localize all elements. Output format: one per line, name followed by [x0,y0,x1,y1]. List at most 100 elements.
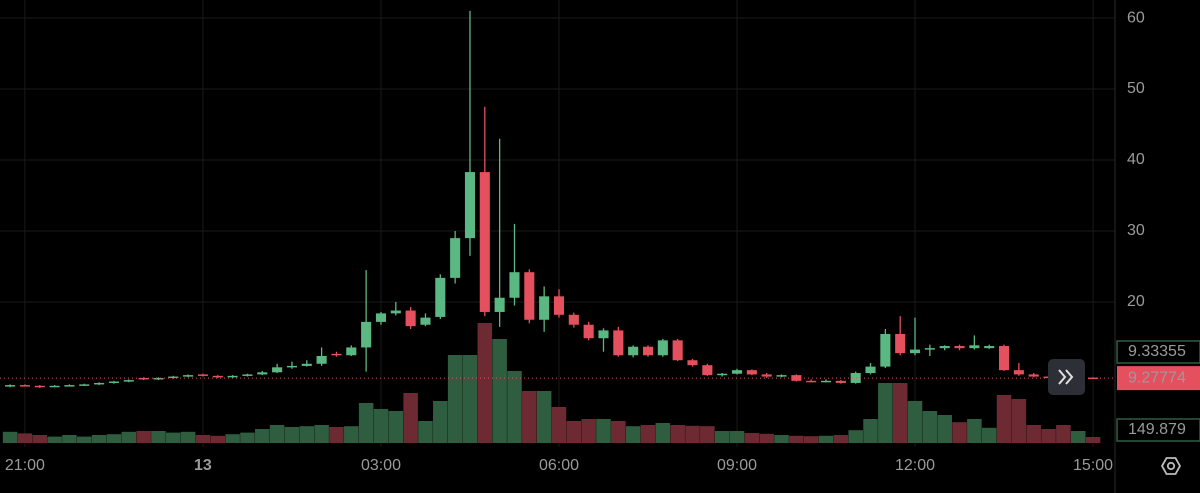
volume-bar [447,355,463,443]
y-tick-label: 60 [1127,9,1145,26]
volume-pane [2,323,1101,443]
candle-body [108,381,119,384]
volume-bar [32,435,48,443]
candle-body [539,296,550,320]
candle-body [494,297,505,312]
volume-bar [700,426,715,443]
candle-body [954,346,965,349]
volume-bar [462,355,478,443]
volume-bar [655,423,671,443]
volume-bar [848,430,863,443]
volume-bar [477,323,493,443]
candle-body [64,385,75,387]
volume-bar [952,422,967,443]
candle-body [984,346,995,349]
volume-bar [833,435,849,443]
volume-bar [981,427,997,443]
candle-body [464,172,476,239]
volume-bar [418,421,433,443]
candle-body [183,375,194,377]
volume-bar [789,435,804,443]
last-volume-label: 149.879 [1128,421,1186,438]
candle-body [49,385,60,388]
volume-bar [91,435,107,443]
volume-bar [1041,429,1056,443]
scroll-icon [1058,369,1074,385]
candle-body [613,330,624,356]
volume-bar [892,383,908,443]
last-price-label: 9.27774 [1128,369,1186,386]
candle-body [509,272,520,298]
scroll-button-bg[interactable] [1048,359,1085,395]
candle-body [880,333,891,367]
candle-body [924,348,935,350]
volume-bar [314,425,329,443]
volume-bar [967,419,982,443]
volume-bar [1085,437,1101,443]
candle-body [450,238,461,278]
candle-body [301,363,312,366]
candle-body [435,277,446,317]
candle-body [998,346,1010,371]
candle-body [761,374,772,377]
volume-bar [47,436,62,443]
x-tick-label: 15:00 [1073,457,1113,474]
candle-body [361,321,372,348]
candle-body [806,380,817,383]
candle-body [420,317,431,325]
volume-bar [863,419,878,443]
volume-bar [62,435,77,443]
x-tick-label: 03:00 [361,457,401,474]
candle-body [583,324,594,339]
x-tick-label: 06:00 [539,457,579,474]
scroll-button[interactable] [1048,359,1085,395]
candle-body [375,313,387,322]
volume-bar [670,425,685,443]
volume-bar [210,435,226,443]
candle-body [242,374,253,376]
candle-body [479,172,490,312]
candle-body [316,355,327,364]
volume-bar [255,429,270,443]
volume-bar [240,432,255,443]
volume-bar [1026,425,1041,443]
volume-bar [759,433,774,443]
candle-body [19,385,30,387]
candle-body [746,370,757,375]
volume-bar [907,401,923,443]
volume-bar [596,419,611,443]
candle-body [1013,370,1024,375]
volume-bar [2,431,18,443]
volume-bar [269,425,285,443]
y-tick-label: 20 [1127,293,1145,310]
price-line-box [1116,340,1200,364]
x-tick-label: 21:00 [5,457,45,474]
candle-body [835,380,846,383]
settings-icon-center [1166,461,1176,471]
candle-body [850,373,861,383]
candle-body [123,380,134,382]
candle-body [197,374,208,376]
candle-body [524,272,535,320]
candle-body [272,367,283,373]
y-tick-label: 50 [1127,80,1145,97]
volume-bar [625,426,641,443]
candle-body [286,365,297,368]
settings-button[interactable] [1160,457,1182,475]
volume-bar [195,435,211,443]
volume-bar [180,431,196,443]
candle-body [657,340,668,356]
volume-bar [507,371,522,443]
volume-bar [922,411,938,443]
candle-body [939,346,950,349]
candle-body [865,366,876,374]
candle-body [909,349,921,354]
candle-body [598,330,609,339]
candle-body [390,310,401,314]
candle-body [820,380,832,383]
volume-bar [774,435,789,443]
volume-bar [611,421,626,443]
volume-bar [166,432,181,443]
price-axis: 20 30 40 50 60 9.33355 9.27774 149.879 [1116,9,1200,442]
